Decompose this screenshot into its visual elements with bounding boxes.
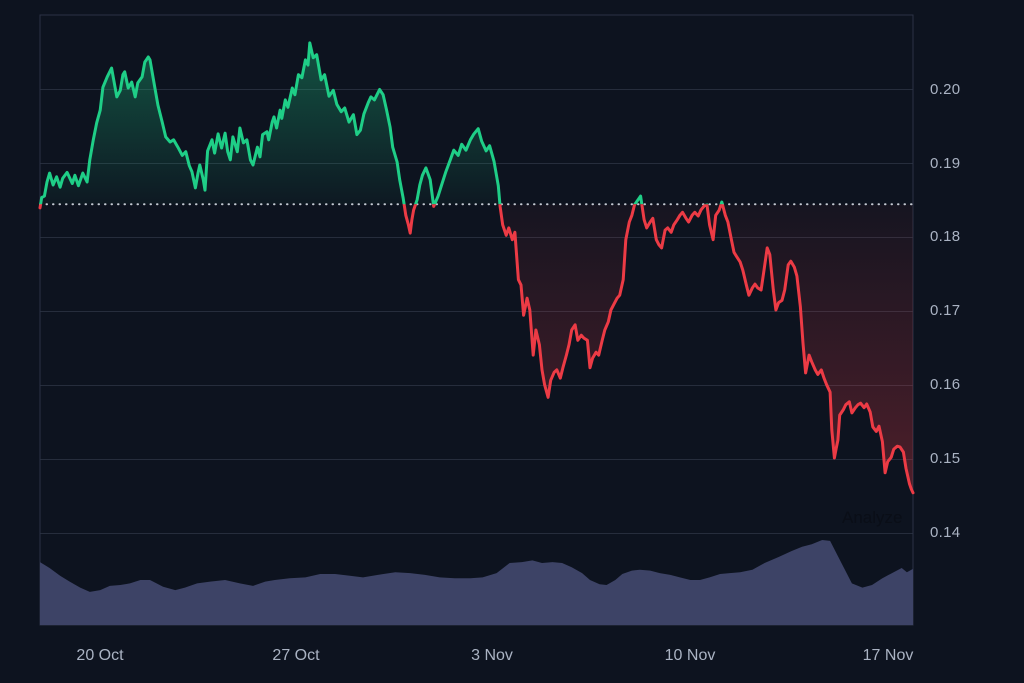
y-axis-tick: 0.14 [930,524,961,541]
y-axis-tick: 0.15 [930,450,961,467]
y-axis-tick: 0.20 [930,81,961,98]
x-axis-tick: 17 Nov [862,647,914,664]
price-line-positive [39,41,724,205]
y-axis-tick: 0.17 [930,302,961,319]
y-axis-tick: 0.16 [930,376,961,393]
x-axis-tick: 10 Nov [664,647,716,664]
price-line-negative [38,204,915,495]
price-area-positive [40,42,913,205]
y-axis-tick: 0.19 [930,155,961,172]
x-axis-tick: 27 Oct [272,647,320,664]
x-axis-tick: 20 Oct [76,647,124,664]
volume-area [40,540,913,625]
y-axis-tick: 0.18 [930,228,961,245]
x-axis-tick: 3 Nov [471,647,513,664]
analyze-label[interactable]: Analyze [842,508,903,527]
price-area-negative [40,204,913,493]
